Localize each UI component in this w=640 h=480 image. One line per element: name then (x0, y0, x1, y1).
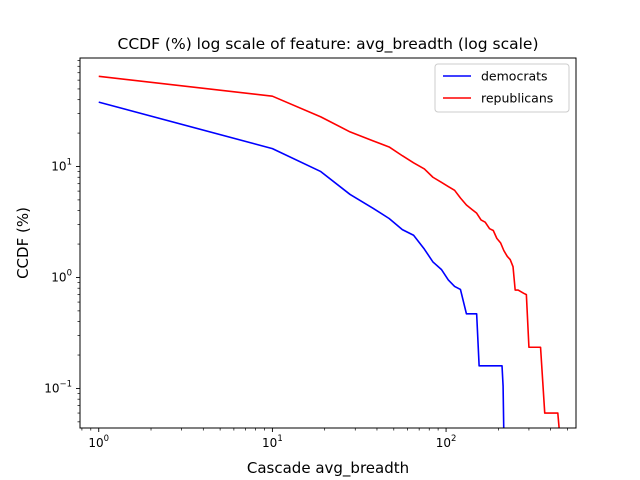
x-axis-label: Cascade avg_breadth (247, 459, 409, 478)
legend-label-democrats: democrats (481, 69, 548, 84)
minor-ticks (77, 60, 568, 431)
x-tick-label: 102 (436, 434, 457, 450)
y-tick-label: 100 (51, 268, 72, 284)
y-tick-label: 101 (51, 157, 72, 173)
legend: democrats republicans (434, 63, 570, 113)
x-tick-label: 101 (262, 434, 283, 450)
x-axis-ticks: 100 101 102 (88, 428, 456, 450)
x-tick-label: 100 (88, 434, 109, 450)
series-line-democrats (98, 101, 505, 428)
plot-frame (79, 57, 577, 429)
y-axis-ticks: 10−1 100 101 (44, 157, 80, 395)
legend-label-republicans: republicans (481, 91, 553, 106)
y-tick-label: 10−1 (44, 379, 72, 395)
series-layer (98, 75, 560, 428)
chart-title: CCDF (%) log scale of feature: avg_bread… (118, 35, 539, 54)
y-axis-label: CCDF (%) (14, 207, 32, 279)
plot-area: 100 101 102 10−1 100 101 (44, 57, 577, 450)
series-line-republicans (98, 75, 560, 428)
